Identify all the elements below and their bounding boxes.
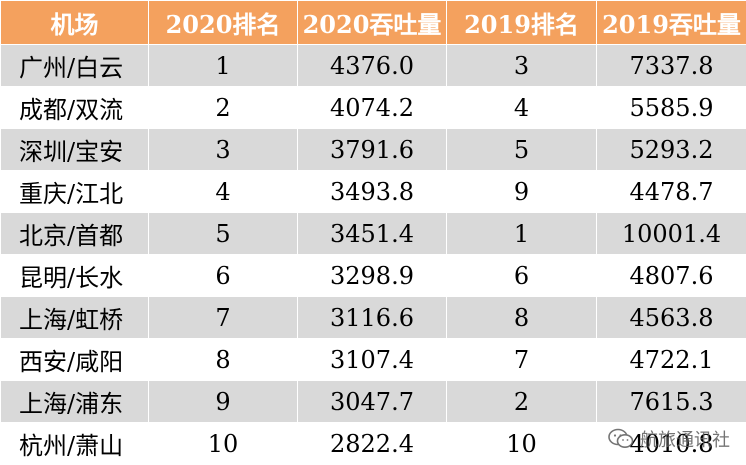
cell-throughput-2019: 5585.9 [597,87,746,129]
cell-airport: 成都/双流 [1,87,149,129]
cell-throughput-2020: 3047.7 [298,381,447,423]
header-throughput-2019: 2019吞吐量 [597,1,746,45]
cell-throughput-2020: 3298.9 [298,255,447,297]
cell-rank-2019: 9 [447,171,597,213]
table-row: 重庆/江北 4 3493.8 9 4478.7 [1,171,746,213]
watermark-text: 航旅通讯社 [640,426,730,452]
table-row: 西安/咸阳 8 3107.4 7 4722.1 [1,339,746,381]
cell-airport: 重庆/江北 [1,171,149,213]
cell-throughput-2020: 3791.6 [298,129,447,171]
cell-throughput-2019: 4807.6 [597,255,746,297]
wechat-icon [608,428,634,450]
cell-rank-2019: 6 [447,255,597,297]
cell-throughput-2020: 2822.4 [298,423,447,465]
cell-throughput-2020: 4074.2 [298,87,447,129]
table-row: 昆明/长水 6 3298.9 6 4807.6 [1,255,746,297]
cell-throughput-2019: 4563.8 [597,297,746,339]
cell-airport: 杭州/萧山 [1,423,149,465]
cell-throughput-2020: 3116.6 [298,297,447,339]
cell-airport: 西安/咸阳 [1,339,149,381]
header-rank-2020: 2020排名 [149,1,298,45]
cell-rank-2020: 3 [149,129,298,171]
cell-throughput-2019: 7615.3 [597,381,746,423]
cell-airport: 上海/虹桥 [1,297,149,339]
cell-rank-2020: 1 [149,45,298,87]
table-row: 广州/白云 1 4376.0 3 7337.8 [1,45,746,87]
cell-rank-2020: 7 [149,297,298,339]
cell-airport: 北京/首都 [1,213,149,255]
cell-throughput-2019: 7337.8 [597,45,746,87]
cell-throughput-2019: 4478.7 [597,171,746,213]
cell-rank-2019: 10 [447,423,597,465]
header-throughput-2020: 2020吞吐量 [298,1,447,45]
table-row: 上海/浦东 9 3047.7 2 7615.3 [1,381,746,423]
cell-rank-2020: 4 [149,171,298,213]
table-row: 北京/首都 5 3451.4 1 10001.4 [1,213,746,255]
cell-rank-2019: 1 [447,213,597,255]
cell-rank-2019: 4 [447,87,597,129]
cell-rank-2019: 7 [447,339,597,381]
cell-throughput-2019: 5293.2 [597,129,746,171]
cell-airport: 深圳/宝安 [1,129,149,171]
cell-rank-2020: 9 [149,381,298,423]
watermark: 航旅通讯社 [608,426,730,452]
table-header-row: 机场 2020排名 2020吞吐量 2019排名 2019吞吐量 [1,1,746,45]
cell-throughput-2019: 10001.4 [597,213,746,255]
cell-rank-2019: 5 [447,129,597,171]
header-airport: 机场 [1,1,149,45]
cell-throughput-2020: 3451.4 [298,213,447,255]
table-row: 深圳/宝安 3 3791.6 5 5293.2 [1,129,746,171]
cell-rank-2020: 8 [149,339,298,381]
cell-throughput-2020: 4376.0 [298,45,447,87]
cell-rank-2019: 2 [447,381,597,423]
cell-rank-2020: 10 [149,423,298,465]
cell-throughput-2020: 3107.4 [298,339,447,381]
cell-rank-2020: 2 [149,87,298,129]
cell-rank-2019: 3 [447,45,597,87]
cell-throughput-2019: 4722.1 [597,339,746,381]
header-rank-2019: 2019排名 [447,1,597,45]
cell-airport: 广州/白云 [1,45,149,87]
cell-rank-2020: 5 [149,213,298,255]
table-row: 上海/虹桥 7 3116.6 8 4563.8 [1,297,746,339]
cell-rank-2019: 8 [447,297,597,339]
table-row: 成都/双流 2 4074.2 4 5585.9 [1,87,746,129]
cell-throughput-2020: 3493.8 [298,171,447,213]
cell-rank-2020: 6 [149,255,298,297]
cell-airport: 上海/浦东 [1,381,149,423]
cell-airport: 昆明/长水 [1,255,149,297]
